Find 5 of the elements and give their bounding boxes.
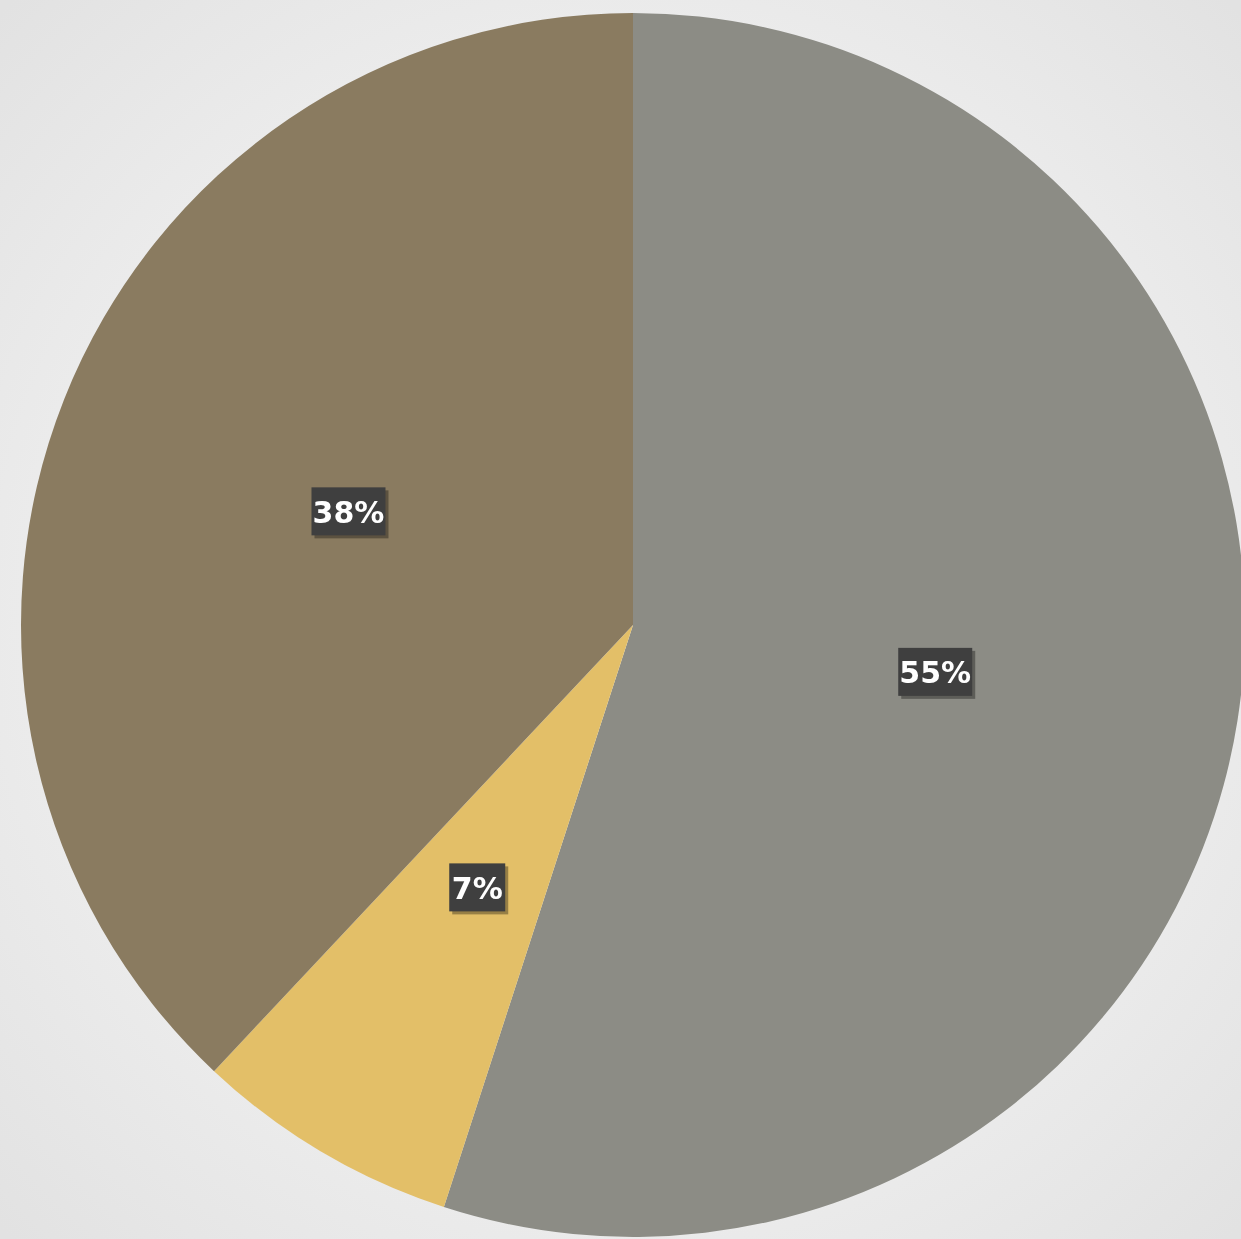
data-label: 38% [312, 494, 385, 530]
data-label: 55% [899, 655, 972, 691]
pie-slice [214, 625, 633, 1208]
data-label: 7% [451, 870, 503, 906]
pie-slice [22, 13, 633, 1072]
